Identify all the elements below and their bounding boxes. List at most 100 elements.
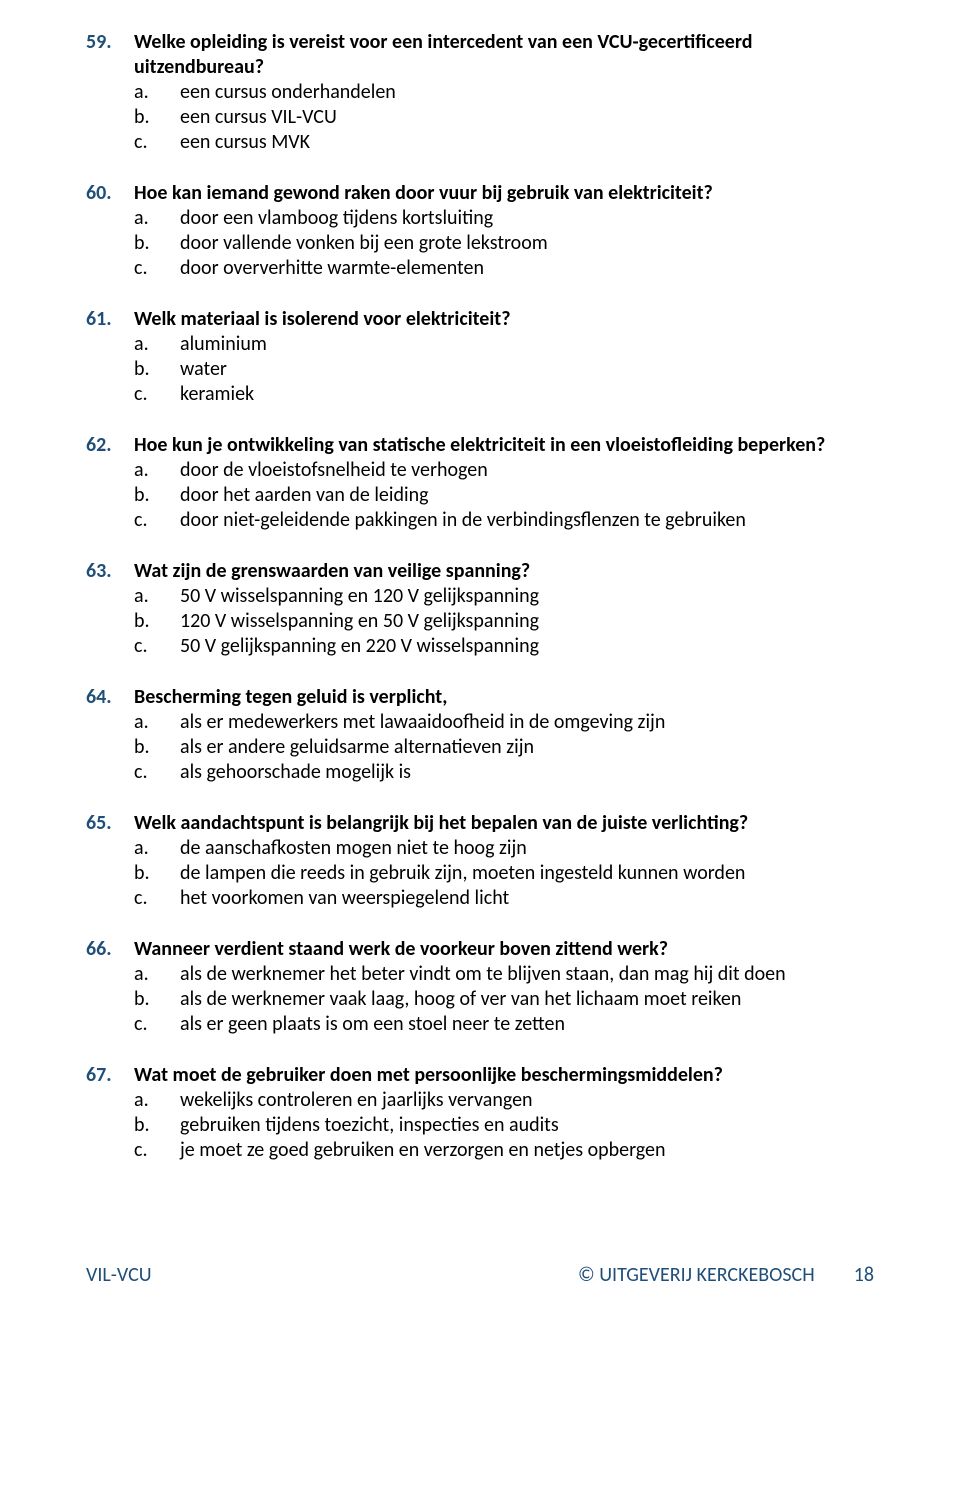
question-text: Welke opleiding is vereist voor een inte…: [134, 30, 874, 80]
option-row: c.als gehoorschade mogelijk is: [86, 760, 874, 785]
footer-page-number: 18: [854, 1263, 874, 1287]
question-header-row: 60.Hoe kan iemand gewond raken door vuur…: [86, 181, 874, 206]
question-text: Hoe kan iemand gewond raken door vuur bi…: [134, 181, 874, 206]
option-row: a.de aanschafkosten mogen niet te hoog z…: [86, 836, 874, 861]
option-text: wekelijks controleren en jaarlijks verva…: [180, 1088, 874, 1113]
page-footer: VIL-VCU © UITGEVERIJ KERCKEBOSCH 18: [86, 1263, 874, 1288]
question: 66.Wanneer verdient staand werk de voork…: [86, 937, 874, 1037]
question: 67.Wat moet de gebruiker doen met persoo…: [86, 1063, 874, 1163]
option-row: a.50 V wisselspanning en 120 V gelijkspa…: [86, 584, 874, 609]
option-row: c.50 V gelijkspanning en 220 V wisselspa…: [86, 634, 874, 659]
option-row: b.water: [86, 357, 874, 382]
question: 63.Wat zijn de grenswaarden van veilige …: [86, 559, 874, 659]
question-number: 64.: [86, 685, 134, 710]
question: 65.Welk aandachtspunt is belangrijk bij …: [86, 811, 874, 911]
option-letter: b.: [134, 357, 180, 382]
option-letter: a.: [134, 710, 180, 735]
option-row: c.een cursus MVK: [86, 130, 874, 155]
option-row: a.aluminium: [86, 332, 874, 357]
question-number: 62.: [86, 433, 134, 458]
option-letter: a.: [134, 80, 180, 105]
questions-list: 59.Welke opleiding is vereist voor een i…: [86, 30, 874, 1163]
question-text: Wat zijn de grenswaarden van veilige spa…: [134, 559, 874, 584]
option-text: door de vloeistofsnelheid te verhogen: [180, 458, 874, 483]
option-row: b.door vallende vonken bij een grote lek…: [86, 231, 874, 256]
option-letter: b.: [134, 987, 180, 1012]
option-row: b.door het aarden van de leiding: [86, 483, 874, 508]
question: 59.Welke opleiding is vereist voor een i…: [86, 30, 874, 155]
question-header-row: 63.Wat zijn de grenswaarden van veilige …: [86, 559, 874, 584]
option-text: als er medewerkers met lawaaidoofheid in…: [180, 710, 874, 735]
footer-center: © UITGEVERIJ KERCKEBOSCH: [578, 1263, 815, 1287]
option-text: gebruiken tijdens toezicht, inspecties e…: [180, 1113, 874, 1138]
option-letter: b.: [134, 483, 180, 508]
option-text: als er andere geluidsarme alternatieven …: [180, 735, 874, 760]
question-text: Wanneer verdient staand werk de voorkeur…: [134, 937, 874, 962]
question: 62.Hoe kun je ontwikkeling van statische…: [86, 433, 874, 533]
option-text: een cursus VIL-VCU: [180, 105, 874, 130]
footer-left: VIL-VCU: [86, 1263, 152, 1288]
option-letter: c.: [134, 1012, 180, 1037]
option-row: b.120 V wisselspanning en 50 V gelijkspa…: [86, 609, 874, 634]
option-row: a.door de vloeistofsnelheid te verhogen: [86, 458, 874, 483]
question-number: 61.: [86, 307, 134, 332]
option-letter: a.: [134, 206, 180, 231]
option-letter: b.: [134, 231, 180, 256]
option-row: a.als de werknemer het beter vindt om te…: [86, 962, 874, 987]
question-number: 59.: [86, 30, 134, 55]
question-number: 60.: [86, 181, 134, 206]
question: 64.Bescherming tegen geluid is verplicht…: [86, 685, 874, 785]
option-text: het voorkomen van weerspiegelend licht: [180, 886, 874, 911]
question-text: Wat moet de gebruiker doen met persoonli…: [134, 1063, 874, 1088]
option-letter: c.: [134, 256, 180, 281]
question-header-row: 62.Hoe kun je ontwikkeling van statische…: [86, 433, 874, 458]
option-text: als er geen plaats is om een stoel neer …: [180, 1012, 874, 1037]
option-row: b.als de werknemer vaak laag, hoog of ve…: [86, 987, 874, 1012]
option-row: b.de lampen die reeds in gebruik zijn, m…: [86, 861, 874, 886]
question-header-row: 64.Bescherming tegen geluid is verplicht…: [86, 685, 874, 710]
option-row: c.door niet-geleidende pakkingen in de v…: [86, 508, 874, 533]
option-text: water: [180, 357, 874, 382]
option-text: door een vlamboog tijdens kortsluiting: [180, 206, 874, 231]
question-text: Bescherming tegen geluid is verplicht,: [134, 685, 874, 710]
option-text: de aanschafkosten mogen niet te hoog zij…: [180, 836, 874, 861]
option-row: a.door een vlamboog tijdens kortsluiting: [86, 206, 874, 231]
option-text: 50 V gelijkspanning en 220 V wisselspann…: [180, 634, 874, 659]
option-row: b.als er andere geluidsarme alternatieve…: [86, 735, 874, 760]
question-header-row: 67.Wat moet de gebruiker doen met persoo…: [86, 1063, 874, 1088]
option-text: door het aarden van de leiding: [180, 483, 874, 508]
question-header-row: 65.Welk aandachtspunt is belangrijk bij …: [86, 811, 874, 836]
question-number: 63.: [86, 559, 134, 584]
option-text: door oververhitte warmte-elementen: [180, 256, 874, 281]
question-text: Welk aandachtspunt is belangrijk bij het…: [134, 811, 874, 836]
option-text: je moet ze goed gebruiken en verzorgen e…: [180, 1138, 874, 1163]
question-number: 65.: [86, 811, 134, 836]
question-text: Hoe kun je ontwikkeling van statische el…: [134, 433, 874, 458]
option-row: b.een cursus VIL-VCU: [86, 105, 874, 130]
option-letter: a.: [134, 1088, 180, 1113]
option-letter: b.: [134, 861, 180, 886]
option-text: 50 V wisselspanning en 120 V gelijkspann…: [180, 584, 874, 609]
option-letter: c.: [134, 130, 180, 155]
option-text: 120 V wisselspanning en 50 V gelijkspann…: [180, 609, 874, 634]
option-letter: a.: [134, 584, 180, 609]
option-text: door niet-geleidende pakkingen in de ver…: [180, 508, 874, 533]
option-row: c.door oververhitte warmte-elementen: [86, 256, 874, 281]
option-text: de lampen die reeds in gebruik zijn, moe…: [180, 861, 874, 886]
option-letter: b.: [134, 1113, 180, 1138]
option-text: een cursus MVK: [180, 130, 874, 155]
option-letter: c.: [134, 634, 180, 659]
option-letter: b.: [134, 609, 180, 634]
question-header-row: 61.Welk materiaal is isolerend voor elek…: [86, 307, 874, 332]
option-text: aluminium: [180, 332, 874, 357]
option-row: c.keramiek: [86, 382, 874, 407]
question-header-row: 66.Wanneer verdient staand werk de voork…: [86, 937, 874, 962]
question-header-row: 59.Welke opleiding is vereist voor een i…: [86, 30, 874, 80]
option-letter: a.: [134, 458, 180, 483]
option-text: een cursus onderhandelen: [180, 80, 874, 105]
option-text: door vallende vonken bij een grote lekst…: [180, 231, 874, 256]
option-row: a.als er medewerkers met lawaaidoofheid …: [86, 710, 874, 735]
option-row: c.het voorkomen van weerspiegelend licht: [86, 886, 874, 911]
option-letter: c.: [134, 1138, 180, 1163]
question-number: 66.: [86, 937, 134, 962]
